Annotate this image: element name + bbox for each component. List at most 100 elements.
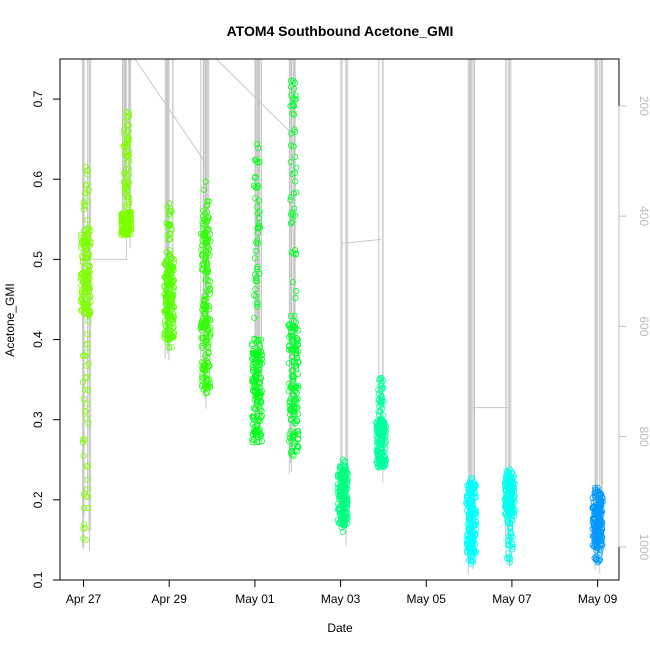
- data-point: [287, 194, 294, 201]
- data-point: [127, 208, 135, 216]
- data-point: [123, 172, 130, 179]
- data-point: [83, 373, 90, 381]
- data-point: [205, 348, 212, 355]
- data-point: [80, 395, 87, 403]
- data-point-max: [202, 178, 209, 185]
- data-point: [170, 256, 177, 263]
- data-point: [294, 431, 302, 438]
- data-point: [340, 482, 347, 489]
- data-point: [80, 227, 87, 234]
- data-point-max: [123, 108, 130, 116]
- data-point: [378, 445, 385, 452]
- data-point: [505, 468, 512, 476]
- data-point: [166, 247, 173, 254]
- data-point: [465, 538, 472, 545]
- data-point: [83, 310, 90, 317]
- data-point: [83, 268, 90, 276]
- data-point: [203, 202, 210, 209]
- data-point-max: [290, 77, 297, 84]
- x-tick-label: May 01: [235, 592, 275, 606]
- data-point: [121, 184, 128, 191]
- data-point: [203, 337, 210, 345]
- y-tick-label: 0.3: [31, 411, 45, 428]
- data-point: [288, 209, 295, 216]
- data-point: [287, 83, 294, 90]
- data-point: [289, 170, 296, 177]
- data-point: [256, 359, 263, 366]
- data-point: [473, 494, 480, 501]
- data-point: [508, 518, 515, 525]
- data-point-min: [82, 536, 89, 544]
- data-point: [336, 466, 344, 473]
- data-point: [79, 292, 86, 299]
- right-tick-label: 200: [637, 96, 650, 116]
- data-point: [82, 524, 89, 532]
- data-point: [86, 263, 94, 270]
- data-point: [593, 541, 601, 548]
- data-point: [344, 471, 351, 478]
- data-point: [509, 543, 516, 551]
- x-tick-label: May 05: [407, 592, 447, 606]
- data-point: [254, 303, 261, 310]
- data-point: [256, 158, 263, 166]
- right-tick-label: 600: [637, 316, 650, 336]
- data-point: [592, 527, 599, 535]
- data-point: [376, 458, 383, 465]
- data-point: [337, 493, 344, 500]
- data-point: [85, 187, 92, 194]
- data-point-min: [506, 559, 513, 566]
- data-point: [86, 310, 93, 317]
- data-point: [80, 236, 87, 243]
- data-point: [169, 264, 176, 271]
- data-point: [124, 196, 131, 203]
- data-point: [258, 437, 265, 445]
- data-point: [251, 292, 258, 299]
- data-point: [161, 334, 168, 341]
- data-point: [85, 237, 92, 244]
- data-point: [288, 130, 295, 137]
- data-point: [83, 415, 90, 422]
- data-point: [119, 217, 126, 224]
- data-point: [381, 422, 388, 429]
- data-point: [598, 529, 605, 536]
- data-point: [508, 509, 515, 517]
- data-point: [168, 344, 175, 351]
- data-point: [501, 479, 508, 486]
- data-point: [507, 480, 514, 487]
- data-point: [84, 232, 91, 239]
- data-point: [125, 137, 132, 144]
- data-point: [85, 504, 92, 512]
- data-point: [83, 349, 91, 356]
- data-point: [80, 273, 87, 280]
- data-point: [293, 383, 300, 390]
- data-point: [291, 405, 298, 412]
- data-point: [250, 431, 257, 438]
- data-point: [596, 552, 603, 559]
- data-point: [257, 399, 265, 406]
- data-point: [168, 280, 175, 287]
- data-point: [256, 431, 263, 438]
- data-point: [249, 375, 256, 382]
- data-point: [467, 556, 475, 564]
- data-point: [256, 208, 263, 215]
- data-point: [593, 555, 600, 563]
- data-point: [85, 253, 92, 260]
- data-point: [377, 433, 384, 440]
- data-point: [251, 174, 258, 181]
- data-point: [197, 230, 204, 237]
- data-point: [468, 552, 475, 559]
- data-point: [292, 347, 300, 354]
- data-point: [204, 315, 211, 322]
- data-point-min: [468, 560, 475, 568]
- data-point: [165, 299, 172, 306]
- data-point: [468, 513, 475, 521]
- data-point: [124, 225, 131, 232]
- y-tick-label: 0.4: [31, 331, 45, 348]
- data-point: [167, 230, 174, 237]
- data-point: [252, 431, 259, 438]
- data-point: [294, 370, 302, 377]
- data-point: [200, 186, 207, 193]
- data-point: [292, 212, 299, 219]
- data-point: [84, 216, 91, 224]
- data-point: [286, 431, 293, 438]
